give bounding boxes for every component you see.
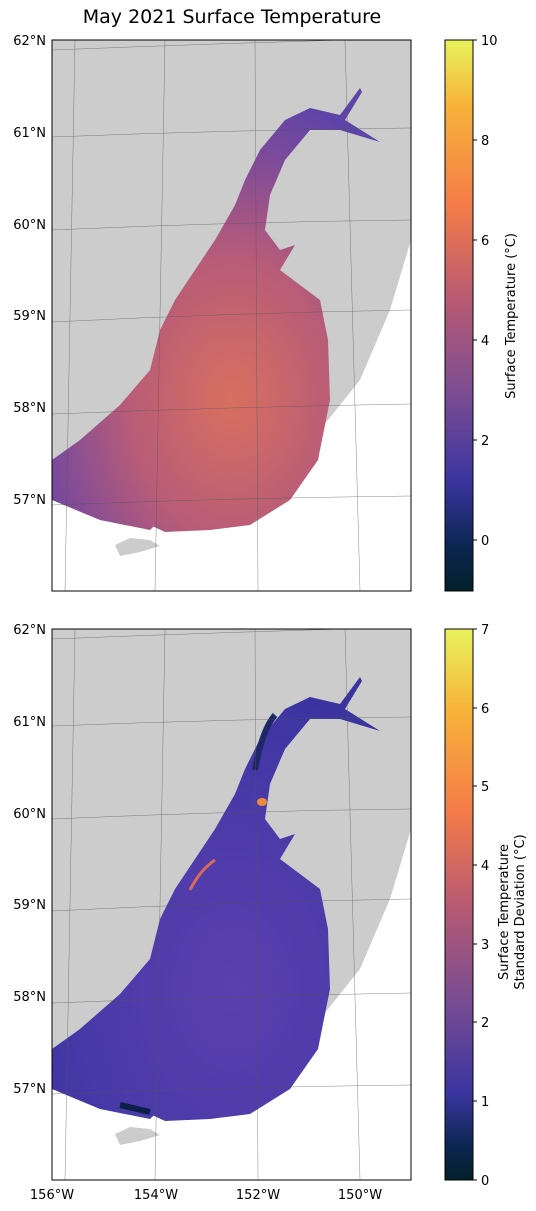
small-island	[115, 1127, 160, 1145]
colorbar-tick: 5	[481, 780, 489, 795]
lon-label: 152°W	[236, 1188, 280, 1203]
lat-label: 61°N	[13, 715, 46, 730]
map-frame-1	[51, 39, 412, 592]
colorbar-tick: 8	[481, 134, 489, 149]
figure-title: May 2021 Surface Temperature	[82, 6, 382, 28]
lat-label: 59°N	[13, 309, 46, 324]
colorbar-label-line1: Surface Temperature	[497, 844, 512, 980]
colorbar-tick: 10	[481, 34, 498, 49]
lat-label: 62°N	[13, 34, 46, 49]
colorbar-tick: 0	[481, 534, 489, 549]
colorbar-temperature	[444, 39, 474, 592]
map-panel-std	[52, 629, 411, 1180]
lat-label: 58°N	[13, 990, 46, 1005]
lat-label: 60°N	[13, 807, 46, 822]
cook-inlet-water	[52, 88, 380, 533]
lat-label: 62°N	[13, 623, 46, 638]
map-panel-temperature	[52, 40, 411, 591]
cook-inlet-water	[52, 677, 380, 1122]
colorbar-tick: 2	[481, 1016, 489, 1031]
low-std-channel	[252, 713, 278, 771]
small-island	[115, 538, 160, 556]
lat-label: 60°N	[13, 218, 46, 233]
colorbar-tick: 1	[481, 1095, 489, 1110]
colorbar-std	[444, 628, 474, 1181]
colorbar-tick: 4	[481, 334, 489, 349]
colorbar-tick: 6	[481, 702, 489, 717]
high-std-spot	[257, 798, 267, 806]
graticule	[52, 629, 411, 1180]
lon-label: 156°W	[30, 1188, 74, 1203]
low-std-edge	[119, 1102, 151, 1115]
colorbar-tick: 0	[481, 1174, 489, 1189]
colorbar-label-line2: Standard Deviation (°C)	[513, 834, 528, 989]
lat-label: 57°N	[13, 493, 46, 508]
colorbar-tick: 3	[481, 938, 489, 953]
lon-label: 154°W	[134, 1188, 178, 1203]
colorbar-tick: 2	[481, 434, 489, 449]
lat-label: 59°N	[13, 898, 46, 913]
graticule	[52, 40, 411, 591]
high-std-streak	[188, 858, 216, 891]
colorbar-tick: 7	[481, 623, 489, 638]
map-frame-2	[51, 628, 412, 1181]
lon-label: 150°W	[338, 1188, 382, 1203]
colorbar-label: Surface Temperature (°C)	[504, 233, 519, 399]
lat-label: 57°N	[13, 1082, 46, 1097]
colorbar-tick: 4	[481, 859, 489, 874]
lat-label: 61°N	[13, 126, 46, 141]
lat-label: 58°N	[13, 401, 46, 416]
colorbar-tick: 6	[481, 234, 489, 249]
